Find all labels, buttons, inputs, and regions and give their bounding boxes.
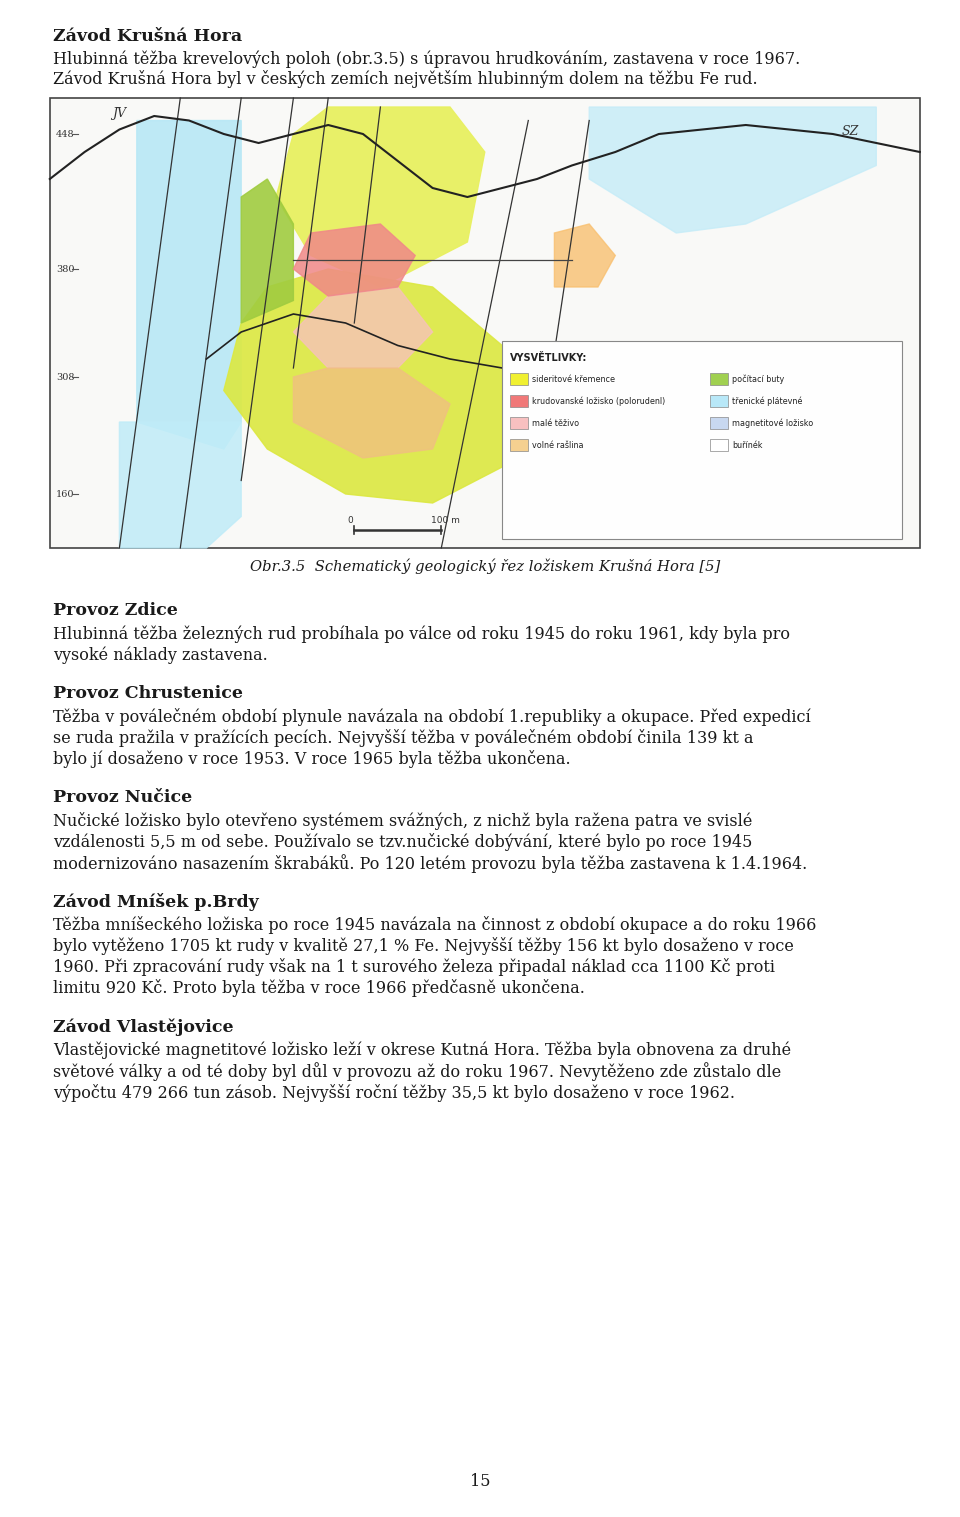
Text: Hlubinná těžba železných rud probíhala po válce od roku 1945 do roku 1961, kdy b: Hlubinná těžba železných rud probíhala p… — [53, 625, 790, 643]
Bar — [710, 394, 729, 407]
Text: 1960. Při zpracování rudy však na 1 t surového železa připadal náklad cca 1100 K: 1960. Při zpracování rudy však na 1 t su… — [53, 959, 775, 977]
Polygon shape — [137, 120, 241, 449]
Text: světové války a od té doby byl důl v provozu až do roku 1967. Nevytěženo zde zůs: světové války a od té doby byl důl v pro… — [53, 1062, 781, 1082]
Text: 160: 160 — [56, 490, 74, 499]
Polygon shape — [589, 108, 876, 234]
Text: bylo jí dosaženo v roce 1953. V roce 1965 byla těžba ukončena.: bylo jí dosaženo v roce 1953. V roce 196… — [53, 751, 570, 768]
Text: 15: 15 — [469, 1473, 491, 1490]
Bar — [510, 394, 528, 407]
Text: Provoz Nučice: Provoz Nučice — [53, 789, 192, 806]
Polygon shape — [119, 422, 241, 548]
Text: třenické plátevné: třenické plátevné — [732, 396, 803, 405]
Bar — [710, 417, 729, 429]
Text: Hlubinná těžba krevelových poloh (obr.3.5) s úpravou hrudkováním, zastavena v ro: Hlubinná těžba krevelových poloh (obr.3.… — [53, 50, 800, 67]
Text: VYSVĚTLIVKY:: VYSVĚTLIVKY: — [510, 353, 588, 363]
Text: 308: 308 — [56, 373, 74, 381]
Text: Závod Krušná Hora byl v českých zemích největším hlubinným dolem na těžbu Fe rud: Závod Krušná Hora byl v českých zemích n… — [53, 70, 757, 88]
Text: magnetitové ložisko: magnetitové ložisko — [732, 419, 813, 428]
Text: JV: JV — [112, 108, 127, 120]
Polygon shape — [528, 360, 746, 539]
Text: 100 m: 100 m — [431, 516, 460, 525]
Text: Obr.3.5  Schematický geologický řez ložiskem Krušná Hora [5]: Obr.3.5 Schematický geologický řez ložis… — [250, 558, 720, 573]
Bar — [50, 99, 920, 548]
Polygon shape — [294, 225, 415, 296]
Text: Těžba mníšeckého ložiska po roce 1945 navázala na činnost z období okupace a do : Těžba mníšeckého ložiska po roce 1945 na… — [53, 916, 816, 934]
Text: se ruda pražila v pražících pecích. Nejvyšší těžba v poválečném období činila 13: se ruda pražila v pražících pecích. Nejv… — [53, 730, 754, 748]
Text: Provoz Chrustenice: Provoz Chrustenice — [53, 686, 243, 702]
Text: výpočtu 479 266 tun zásob. Nejvyšší roční těžby 35,5 kt bylo dosaženo v roce 196: výpočtu 479 266 tun zásob. Nejvyšší ročn… — [53, 1083, 734, 1101]
Bar — [710, 438, 729, 451]
Bar — [510, 438, 528, 451]
Polygon shape — [241, 179, 294, 323]
Text: vzdálenosti 5,5 m od sebe. Používalo se tzv.nučické dobývání, které bylo po roce: vzdálenosti 5,5 m od sebe. Používalo se … — [53, 833, 753, 851]
Text: sideritové křemence: sideritové křemence — [532, 375, 615, 384]
Text: Závod Vlastějovice: Závod Vlastějovice — [53, 1018, 233, 1036]
Text: buřínék: buřínék — [732, 440, 763, 449]
Text: Nučické ložisko bylo otevřeno systémem svážných, z nichž byla ražena patra ve sv: Nučické ložisko bylo otevřeno systémem s… — [53, 812, 753, 830]
Polygon shape — [294, 287, 433, 369]
Text: 380: 380 — [56, 264, 74, 273]
Text: 0: 0 — [348, 516, 353, 525]
Text: bylo vytěženo 1705 kt rudy v kvalitě 27,1 % Fe. Nejvyšší těžby 156 kt bylo dosaž: bylo vytěženo 1705 kt rudy v kvalitě 27,… — [53, 938, 794, 956]
Polygon shape — [276, 108, 485, 287]
Polygon shape — [224, 269, 502, 504]
Bar — [510, 373, 528, 385]
Text: malé těživo: malé těživo — [532, 419, 579, 428]
Text: Závod Mníšek p.Brdy: Závod Mníšek p.Brdy — [53, 894, 258, 912]
Bar — [502, 341, 902, 539]
Text: volné rašlina: volné rašlina — [532, 440, 584, 449]
Text: Vlastějovické magnetitové ložisko leží v okrese Kutná Hora. Těžba byla obnovena : Vlastějovické magnetitové ložisko leží v… — [53, 1042, 791, 1059]
Text: 448: 448 — [56, 129, 75, 138]
Polygon shape — [294, 369, 450, 458]
Text: Těžba v poválečném období plynule navázala na období 1.republiky a okupace. Před: Těžba v poválečném období plynule naváza… — [53, 708, 810, 727]
Text: limitu 920 Kč. Proto byla těžba v roce 1966 předčasně ukončena.: limitu 920 Kč. Proto byla těžba v roce 1… — [53, 980, 585, 997]
Bar — [510, 417, 528, 429]
Text: modernizováno nasazením škrabáků. Po 120 letém provozu byla těžba zastavena k 1.: modernizováno nasazením škrabáků. Po 120… — [53, 854, 807, 874]
Polygon shape — [555, 225, 615, 287]
Bar — [710, 373, 729, 385]
Text: počítací buty: počítací buty — [732, 375, 784, 384]
Text: Závod Krušná Hora: Závod Krušná Hora — [53, 27, 242, 46]
Text: Provoz Zdice: Provoz Zdice — [53, 602, 178, 619]
Text: vysoké náklady zastavena.: vysoké náklady zastavena. — [53, 646, 268, 663]
Polygon shape — [528, 360, 703, 525]
Text: krudovanské ložisko (polorudenl): krudovanské ložisko (polorudenl) — [532, 396, 665, 405]
Text: SZ: SZ — [842, 124, 859, 138]
